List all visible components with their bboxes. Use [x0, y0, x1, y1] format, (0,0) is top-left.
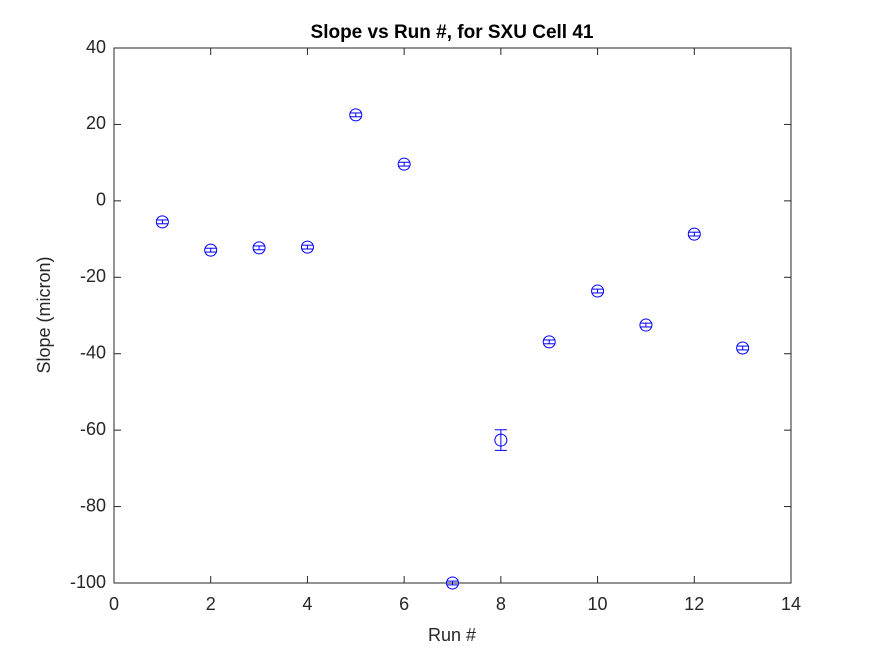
x-tick-label: 8	[496, 594, 506, 614]
y-axis-label: Slope (micron)	[34, 256, 54, 373]
y-tick-label: -60	[80, 419, 106, 439]
x-axis-label: Run #	[428, 625, 476, 645]
marker	[300, 240, 314, 254]
marker	[204, 243, 218, 257]
y-tick-label: -80	[80, 495, 106, 515]
marker	[349, 108, 363, 122]
marker	[687, 227, 701, 241]
y-tick-label: -40	[80, 342, 106, 362]
y-tick-label: 20	[86, 113, 106, 133]
y-tick-label: -100	[70, 572, 106, 592]
y-tick-label: 40	[86, 37, 106, 57]
chart-title: Slope vs Run #, for SXU Cell 41	[311, 22, 594, 43]
marker	[252, 241, 266, 255]
marker	[155, 215, 169, 229]
plot-box	[113, 47, 792, 584]
marker	[446, 576, 459, 590]
marker	[397, 157, 411, 171]
marker	[591, 284, 605, 298]
y-tick-label: -20	[80, 266, 106, 286]
marker	[494, 433, 508, 447]
marker	[639, 318, 653, 332]
x-tick-label: 2	[206, 594, 216, 614]
x-tick-label: 10	[588, 594, 608, 614]
x-tick-label: 6	[399, 594, 409, 614]
x-tick-label: 14	[781, 594, 801, 614]
x-tick-label: 0	[109, 594, 119, 614]
x-tick-label: 12	[684, 594, 704, 614]
x-tick-label: 4	[302, 594, 312, 614]
marker	[542, 335, 556, 349]
marker	[736, 341, 750, 355]
y-tick-label: 0	[96, 190, 106, 210]
